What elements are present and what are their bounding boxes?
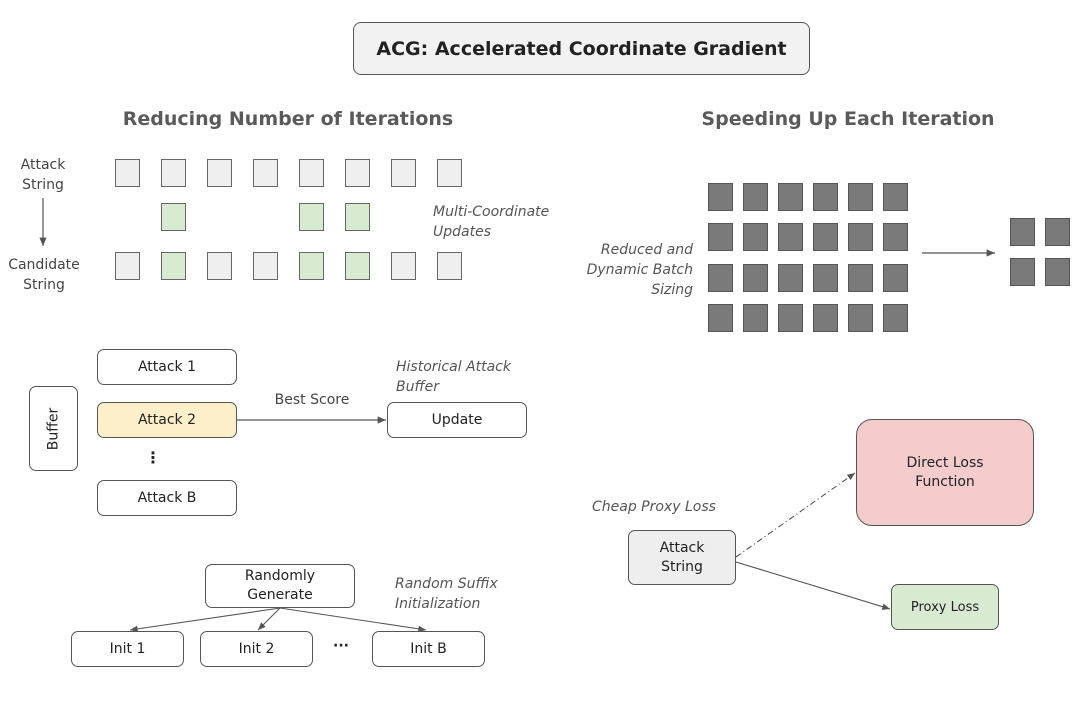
batch-cell	[778, 183, 803, 211]
init1-arrow	[129, 607, 281, 633]
reduced-batch-cell	[1010, 258, 1035, 286]
candidate-token	[207, 252, 232, 280]
batch-sizing-label: Reduced and Dynamic Batch Sizing	[586, 242, 693, 298]
attack-b-box: Attack B	[97, 480, 237, 516]
candidate-token	[115, 252, 140, 280]
batch-cell	[848, 183, 873, 211]
batch-cell	[848, 223, 873, 252]
init-ellipsis: ···	[333, 638, 349, 654]
reduced-batch-cell	[1045, 258, 1070, 286]
batch-cell	[708, 303, 733, 332]
batch-cell	[883, 183, 908, 211]
candidate-token	[253, 252, 278, 280]
reduced-batch-cell	[1045, 218, 1070, 246]
batch-cell	[743, 223, 768, 252]
attack-token	[345, 159, 370, 187]
init-1-box: Init 1	[71, 631, 184, 667]
batch-cell	[883, 303, 908, 332]
update-token	[299, 203, 324, 231]
batch-cell	[708, 263, 733, 292]
candidate-token	[437, 252, 462, 280]
update-token	[161, 203, 186, 231]
batch-cell	[708, 223, 733, 252]
candidate-token	[299, 252, 324, 280]
cheap-proxy-label: Cheap Proxy Loss	[592, 499, 716, 515]
diagram-title: ACG: Accelerated Coordinate Gradient	[353, 22, 810, 75]
direct-loss-arrow	[735, 472, 856, 558]
buffer-ellipsis: ⋮	[145, 448, 161, 467]
attack-string-box: Attack String	[628, 530, 736, 585]
reduced-batch-cell	[1010, 218, 1035, 246]
candidate-string-label: Candidate String	[8, 257, 80, 293]
batch-cell	[778, 223, 803, 252]
buffer-box: Buffer	[29, 386, 78, 471]
batch-cell	[743, 183, 768, 211]
initb-arrow	[279, 607, 427, 633]
random-suffix-label: Random Suffix Initialization	[395, 576, 498, 612]
batch-cell	[813, 303, 838, 332]
left-heading: Reducing Number of Iterations	[122, 108, 454, 130]
batch-cell	[778, 263, 803, 292]
batch-cell	[813, 223, 838, 252]
batch-cell	[743, 263, 768, 292]
best-score-label: Best Score	[274, 392, 350, 408]
batch-cell	[883, 263, 908, 292]
batch-cell	[813, 183, 838, 211]
batch-cell	[813, 263, 838, 292]
attack-1-box: Attack 1	[97, 349, 237, 385]
attack-token	[299, 159, 324, 187]
randomly-generate-box: Randomly Generate	[205, 564, 355, 608]
proxy-loss-arrow	[735, 561, 891, 610]
batch-cell	[778, 303, 803, 332]
candidate-token	[345, 252, 370, 280]
batch-cell	[883, 223, 908, 252]
historical-buffer-label: Historical Attack Buffer	[396, 359, 511, 395]
init-2-box: Init 2	[200, 631, 313, 667]
attack-token	[115, 159, 140, 187]
attack-token	[391, 159, 416, 187]
attack-2-box: Attack 2	[97, 402, 237, 438]
batch-cell	[848, 303, 873, 332]
update-box: Update	[387, 402, 527, 438]
init2-arrow	[257, 607, 281, 631]
attack-token	[253, 159, 278, 187]
update-token	[345, 203, 370, 231]
multi-coordinate-label: Multi-Coordinate Updates	[433, 204, 550, 240]
batch-cell	[743, 303, 768, 332]
batch-cell	[848, 263, 873, 292]
buffer-label: Buffer	[45, 407, 62, 450]
proxy-loss-box: Proxy Loss	[891, 584, 999, 630]
direct-loss-box: Direct Loss Function	[856, 419, 1034, 526]
right-heading: Speeding Up Each Iteration	[701, 108, 995, 130]
init-b-box: Init B	[372, 631, 485, 667]
candidate-token	[391, 252, 416, 280]
attack-token	[207, 159, 232, 187]
attack-string-label: Attack String	[20, 157, 66, 193]
candidate-token	[161, 252, 186, 280]
batch-cell	[708, 183, 733, 211]
attack-token	[161, 159, 186, 187]
attack-token	[437, 159, 462, 187]
